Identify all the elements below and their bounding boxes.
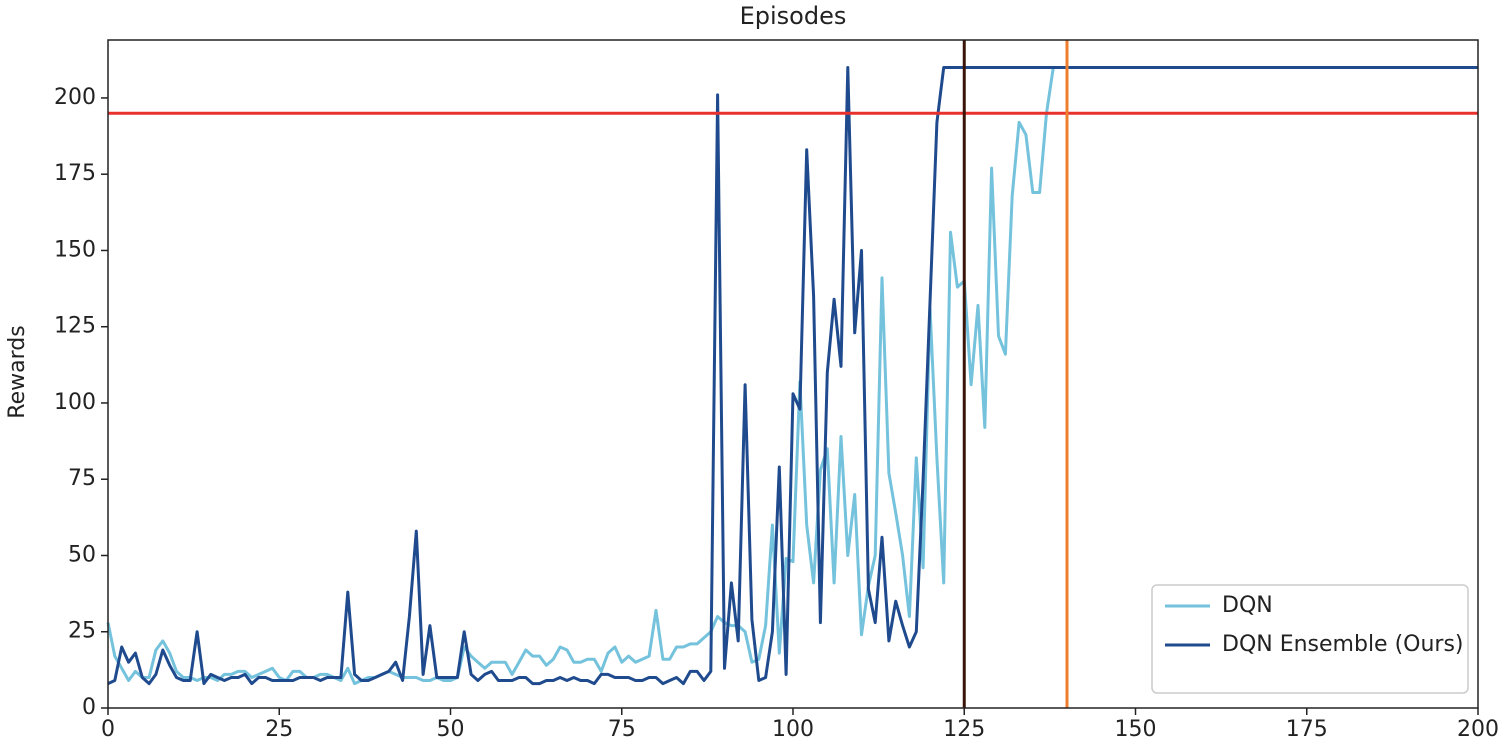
legend-box <box>1151 584 1469 694</box>
x-tick-label: 125 <box>943 717 985 742</box>
y-tick-label: 100 <box>54 390 96 415</box>
y-tick-label: 0 <box>82 695 96 720</box>
chart-title: Episodes <box>740 2 847 30</box>
x-tick-label: 150 <box>1115 717 1157 742</box>
x-tick-label: 0 <box>101 717 115 742</box>
legend: DQN DQN Ensemble (Ours) <box>1151 584 1469 694</box>
y-tick-label: 50 <box>68 542 96 567</box>
x-tick-label: 75 <box>608 717 636 742</box>
x-tick-label: 100 <box>772 717 814 742</box>
y-tick-label: 200 <box>54 85 96 110</box>
y-axis-label: Rewards <box>5 325 30 418</box>
x-tick-label: 25 <box>265 717 293 742</box>
x-tick-label: 175 <box>1286 717 1328 742</box>
legend-label: DQN <box>1222 593 1273 618</box>
y-tick-label: 150 <box>54 237 96 262</box>
y-tick-label: 175 <box>54 161 96 186</box>
x-tick-label: 200 <box>1457 717 1499 742</box>
series-line <box>107 66 1478 686</box>
legend-label: DQN Ensemble (Ours) <box>1222 632 1464 657</box>
y-tick-label: 25 <box>68 619 96 644</box>
y-tick-label: 125 <box>54 314 96 339</box>
y-tick-label: 75 <box>68 466 96 491</box>
series-line <box>106 67 1055 686</box>
x-tick-label: 50 <box>437 717 465 742</box>
plot-frame <box>107 39 1479 709</box>
